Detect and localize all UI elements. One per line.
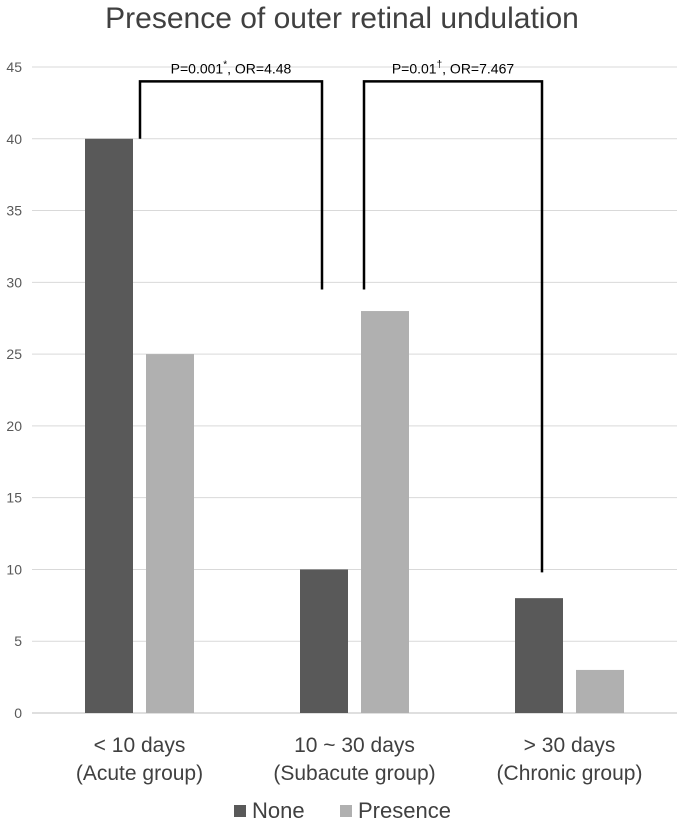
bar-none-2 — [515, 598, 563, 713]
bar-presence-2 — [576, 669, 624, 713]
gridlines — [32, 66, 677, 714]
significance-bracket-0 — [138, 80, 324, 290]
y-tick-label-0: 0 — [14, 705, 22, 721]
y-tick-label-40: 40 — [6, 131, 22, 147]
y-tick-label-10: 10 — [6, 561, 22, 577]
y-tick-label-30: 30 — [6, 274, 22, 290]
y-tick-label-5: 5 — [14, 633, 22, 649]
legend-swatch-presence — [340, 805, 352, 817]
category-label-2: > 30 days (Chronic group) — [497, 734, 643, 785]
y-tick-label-20: 20 — [6, 418, 22, 434]
bar-none-0 — [85, 138, 133, 713]
category-label-0: < 10 days (Acute group) — [76, 734, 203, 785]
bar-none-1 — [300, 569, 348, 713]
significance-label-1: P=0.01†, OR=7.467 — [392, 59, 515, 76]
y-tick-label-25: 25 — [6, 346, 22, 362]
legend-label-none: None — [252, 798, 305, 823]
y-tick-label-35: 35 — [6, 203, 22, 219]
legend-swatch-none — [234, 805, 246, 817]
significance-label-0: P=0.001*, OR=4.48 — [171, 59, 292, 76]
x-axis-categories: < 10 days (Acute group) 10 ~ 30 days (Subac… — [76, 734, 643, 785]
y-tick-label-45: 45 — [6, 59, 22, 75]
bar-presence-0 — [146, 354, 194, 713]
bars — [85, 138, 624, 713]
category-label-1: 10 ~ 30 days (Subacute group) — [273, 734, 435, 785]
significance-bracket-1 — [362, 80, 544, 573]
legend: None Presence — [234, 798, 451, 823]
chart-title: Presence of outer retinal undulation — [105, 2, 579, 35]
legend-label-presence: Presence — [358, 798, 451, 823]
y-tick-label-15: 15 — [6, 490, 22, 506]
significance-annotations: P=0.001*, OR=4.48 P=0.01†, OR=7.467 — [138, 59, 544, 573]
y-axis-ticks: 0 5 10 15 20 25 30 35 40 45 — [6, 59, 22, 721]
bar-presence-1 — [361, 311, 409, 713]
